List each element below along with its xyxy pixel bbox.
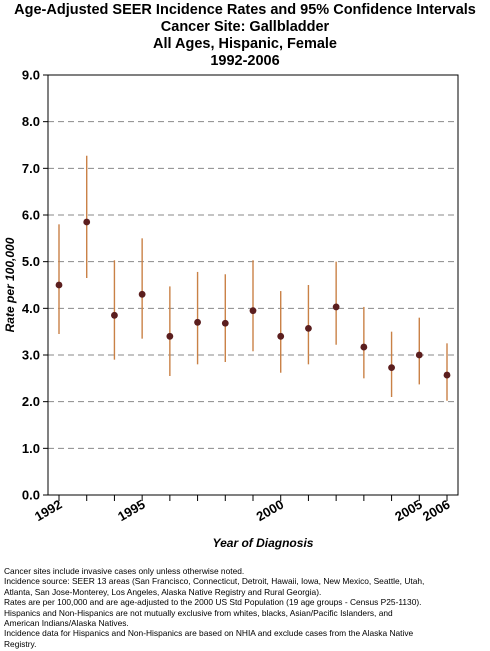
y-tick-label: 8.0 <box>22 114 40 129</box>
y-axis-ticks: 0.0 1.0 2.0 3.0 4.0 5.0 6.0 7.0 8.0 9.0 <box>22 68 48 503</box>
rate-point <box>277 332 285 340</box>
footnote-line: Atlanta, San Jose-Monterey, Los Angeles,… <box>4 586 322 597</box>
title-line-1: Age-Adjusted SEER Incidence Rates and 95… <box>14 2 476 18</box>
footnote-line: Incidence source: SEER 13 areas (San Fra… <box>4 576 425 587</box>
x-axis-label: Year of Diagnosis <box>213 536 314 550</box>
rate-point <box>83 218 91 226</box>
y-tick-label: 6.0 <box>22 208 40 223</box>
y-tick-label: 2.0 <box>22 394 40 409</box>
footnote-line: Cancer sites include invasive cases only… <box>4 566 245 576</box>
rate-point <box>443 371 451 379</box>
y-tick-label: 3.0 <box>22 348 40 363</box>
confidence-intervals <box>58 155 448 401</box>
footnote-line: Incidence data for Hispanics and Non-His… <box>4 628 414 639</box>
plot-frame <box>47 74 459 496</box>
x-tick-label: 1995 <box>115 497 148 524</box>
title-line-3: All Ages, Hispanic, Female <box>153 36 337 52</box>
title-line-4: 1992-2006 <box>210 53 280 69</box>
rate-point <box>166 332 174 340</box>
x-tick-label: 2006 <box>420 497 453 524</box>
y-tick-label: 5.0 <box>22 254 40 269</box>
rate-point <box>55 281 63 289</box>
y-tick-label: 0.0 <box>22 488 40 503</box>
y-tick-label: 9.0 <box>22 68 40 83</box>
rate-point <box>332 303 340 311</box>
footnote-line: Rates are per 100,000 and are age-adjust… <box>4 597 422 608</box>
y-tick-label: 4.0 <box>22 301 40 316</box>
rate-point <box>415 351 423 359</box>
footnote-line: American Indians/Alaska Natives. <box>4 618 129 629</box>
footnote-line: Hispanics and Non-Hispanics are not mutu… <box>4 607 393 618</box>
rate-point <box>111 311 118 319</box>
rate-points <box>55 218 451 379</box>
footnotes: Cancer sites include invasive cases only… <box>4 566 488 649</box>
chart-title: Age-Adjusted SEER Incidence Rates and 95… <box>0 2 490 70</box>
footnote-line: Registry. <box>4 638 37 649</box>
y-tick-label: 7.0 <box>22 161 40 176</box>
rate-point <box>388 364 395 371</box>
y-tick-label: 1.0 <box>22 441 40 456</box>
rate-point <box>360 343 368 351</box>
incidence-chart: 0.01.02.03.04.05.06.07.08.09.0 1992 1995 2… <box>3 68 459 550</box>
rate-point <box>138 290 146 298</box>
y-axis-label: Rate per 100,000 <box>3 237 17 332</box>
title-line-2: Cancer Site: Gallbladder <box>160 19 330 35</box>
rate-point <box>305 325 312 332</box>
rate-point <box>249 307 257 315</box>
rate-point <box>194 318 201 326</box>
rate-point <box>221 319 229 327</box>
x-tick-label: 2000 <box>254 497 287 524</box>
